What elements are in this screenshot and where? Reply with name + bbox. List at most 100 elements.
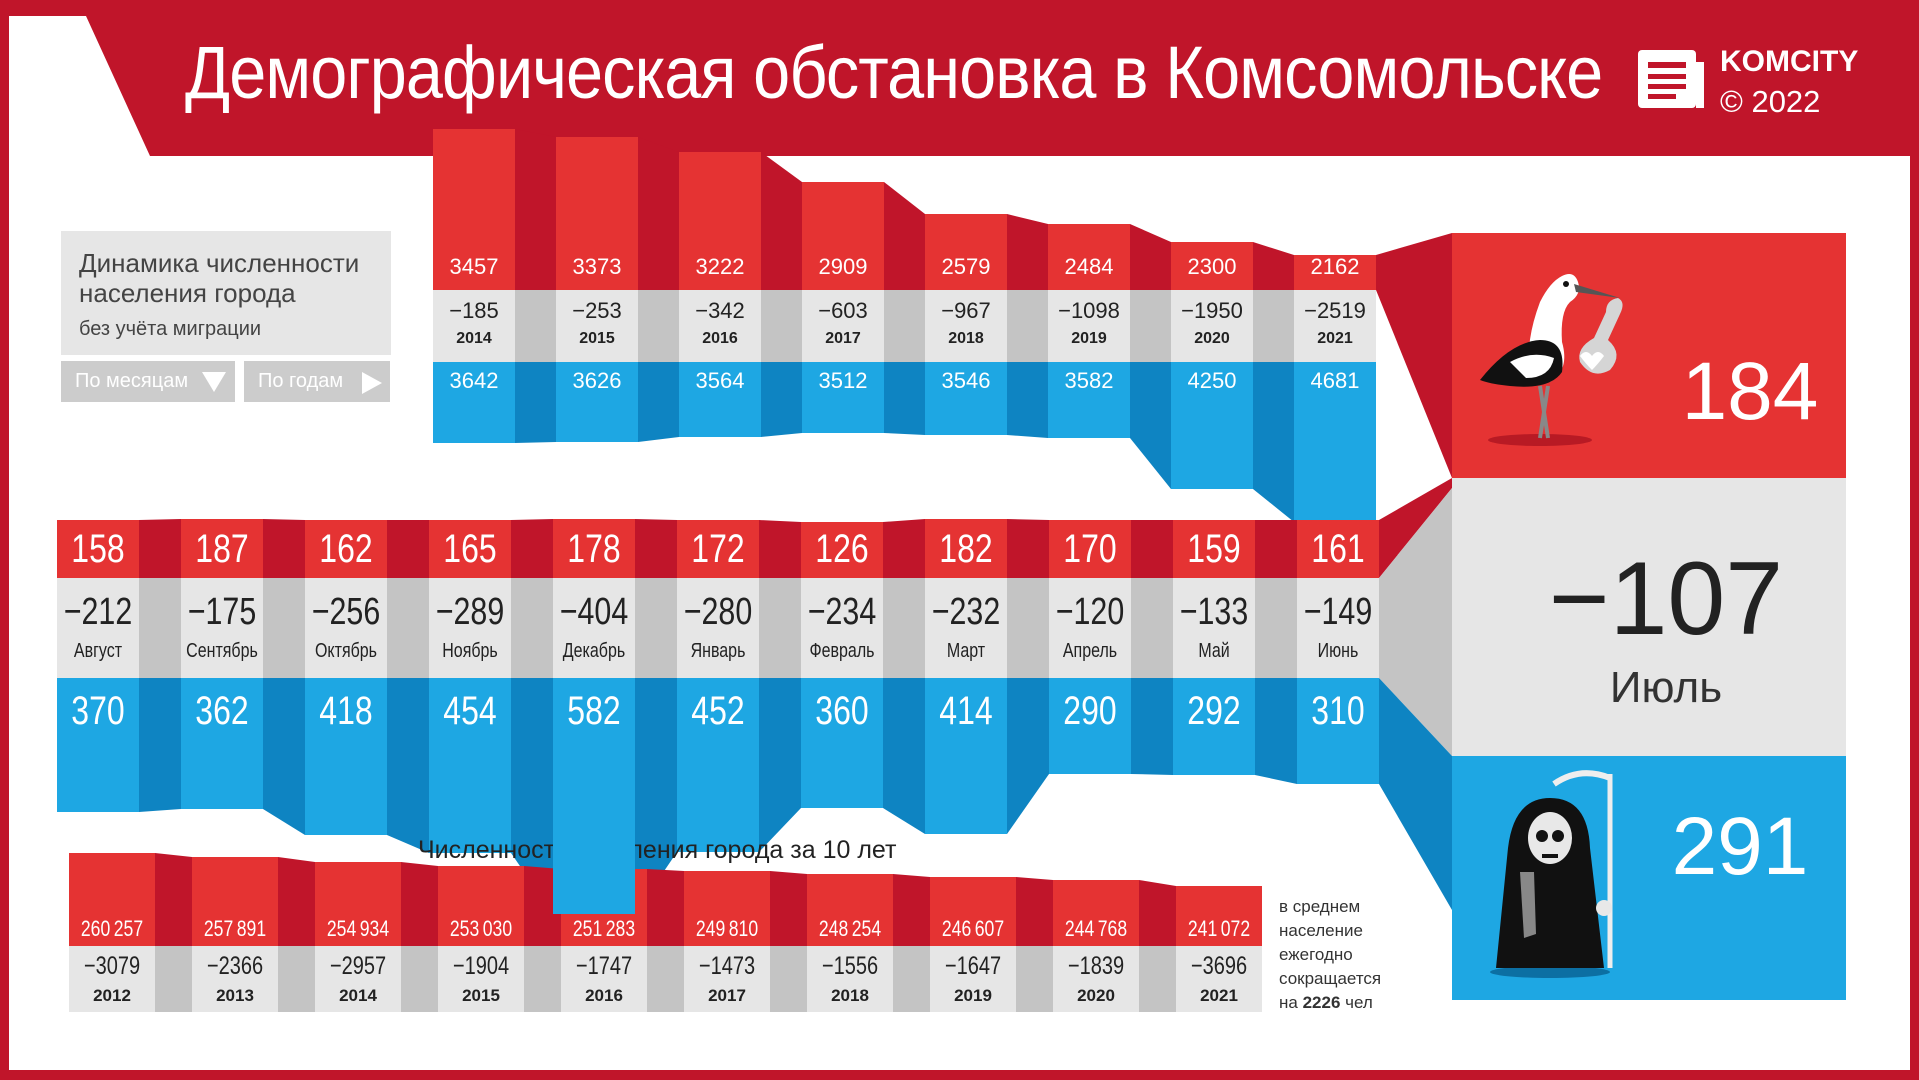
decline-note: в среднем население ежегодно сокращается… xyxy=(1279,895,1381,1015)
monthly-blue-connector xyxy=(1255,678,1297,784)
decade-population-label: 257 891 xyxy=(203,916,267,941)
yearly-deaths-label: 3582 xyxy=(1064,368,1114,393)
monthly-blue-connector xyxy=(883,678,925,834)
decade-red-connector xyxy=(893,874,930,946)
note-post: чел xyxy=(1345,993,1373,1012)
yearly-balance-label: −253 xyxy=(572,298,622,323)
frame-left xyxy=(0,0,9,1080)
info-line-1: Динамика численности xyxy=(79,248,360,278)
monthly-gray-connector xyxy=(1255,578,1297,678)
monthly-to-side-red xyxy=(1379,478,1452,578)
monthly-deaths-label: 292 xyxy=(1187,689,1241,733)
monthly-balance-label: −120 xyxy=(1055,591,1125,633)
decade-gray-connector xyxy=(647,946,684,1012)
yearly-balance-label: −603 xyxy=(818,298,868,323)
note-line-2: население xyxy=(1279,921,1363,940)
yearly-blue-connector xyxy=(638,362,679,442)
decade-change-cell xyxy=(1053,946,1139,1012)
monthly-month-label: Март xyxy=(946,640,986,662)
monthly-to-side-blue xyxy=(1379,678,1452,910)
decade-gray-connector xyxy=(770,946,807,1012)
monthly-births-label: 158 xyxy=(71,527,125,571)
yearly-year-label: 2019 xyxy=(1071,330,1107,347)
decade-gray-connector xyxy=(893,946,930,1012)
monthly-red-connector xyxy=(511,519,553,578)
yearly-births-bar xyxy=(1171,242,1253,290)
yearly-red-connector xyxy=(761,152,802,290)
monthly-deaths-bar xyxy=(1297,678,1379,784)
yearly-blue-connector xyxy=(515,362,556,443)
decade-population-label: 248 254 xyxy=(818,916,882,941)
note-line-5: на 2226 чел xyxy=(1279,991,1381,1015)
decade-gray-connector xyxy=(278,946,315,1012)
monthly-gray-connector xyxy=(759,578,801,678)
monthly-deaths-label: 452 xyxy=(691,689,745,733)
yearly-deaths-bar xyxy=(679,362,761,437)
yearly-deaths-label: 3564 xyxy=(695,368,745,393)
decade-red-connector xyxy=(1139,880,1176,946)
monthly-balance-cell xyxy=(57,578,139,678)
yearly-births-bar xyxy=(433,129,515,290)
monthly-births-label: 165 xyxy=(443,527,497,571)
decade-change-label: −2957 xyxy=(329,952,387,980)
monthly-deaths-label: 310 xyxy=(1311,689,1365,733)
monthly-deaths-label: 414 xyxy=(939,689,993,733)
header-banner xyxy=(0,0,1919,156)
monthly-births-label: 182 xyxy=(939,527,993,571)
yearly-balance-cell xyxy=(556,290,638,362)
decade-red-connector xyxy=(155,853,192,946)
decade-gray-connector xyxy=(524,946,561,1012)
monthly-deaths-label: 454 xyxy=(443,689,497,733)
by-months-button[interactable]: По месяцам xyxy=(61,361,235,402)
yearly-red-connector xyxy=(638,137,679,290)
monthly-gray-connector xyxy=(1007,578,1049,678)
side-balance-panel xyxy=(1452,478,1846,756)
monthly-balance-cell xyxy=(429,578,511,678)
monthly-gray-connector xyxy=(387,578,429,678)
monthly-gray-connector xyxy=(139,578,181,678)
monthly-month-label: Май xyxy=(1198,640,1230,662)
monthly-red-connector xyxy=(883,519,925,578)
monthly-births-bar xyxy=(181,519,263,578)
monthly-blue-connector xyxy=(1131,678,1173,775)
yearly-births-bar xyxy=(802,182,884,290)
decade-population-label: 253 030 xyxy=(449,916,513,941)
by-years-button[interactable]: По годам xyxy=(244,361,390,402)
yearly-year-label: 2021 xyxy=(1317,330,1353,347)
decade-change-label: −1556 xyxy=(821,952,879,980)
monthly-balance-cell xyxy=(553,578,635,678)
decade-change-label: −1839 xyxy=(1067,952,1125,980)
monthly-deaths-label: 360 xyxy=(815,689,869,733)
monthly-births-bar xyxy=(1173,520,1255,578)
monthly-deaths-bar xyxy=(57,678,139,812)
yearly-deaths-label: 3642 xyxy=(449,368,499,393)
monthly-births-bar xyxy=(429,520,511,578)
logo-copyright: © 2022 xyxy=(1720,84,1821,119)
monthly-blue-connector xyxy=(1007,678,1049,834)
yearly-births-label: 2484 xyxy=(1064,254,1114,279)
decade-change-cell xyxy=(315,946,401,1012)
current-month: Июль xyxy=(1609,663,1723,712)
yearly-red-connector xyxy=(1007,214,1048,290)
monthly-blue-connector xyxy=(635,678,677,914)
monthly-gray-connector xyxy=(635,578,677,678)
yearly-deaths-label: 4250 xyxy=(1187,368,1237,393)
monthly-births-label: 161 xyxy=(1311,527,1365,571)
monthly-births-label: 159 xyxy=(1187,527,1241,571)
decade-change-cell xyxy=(1176,946,1262,1012)
monthly-births-label: 187 xyxy=(195,527,249,571)
yearly-year-label: 2015 xyxy=(579,330,615,347)
yearly-deaths-bar xyxy=(802,362,884,433)
grim-reaper-icon xyxy=(1490,770,1613,978)
yearly-births-bar xyxy=(925,214,1007,290)
yearly-gray-connector xyxy=(761,290,802,362)
monthly-blue-connector xyxy=(387,678,429,853)
yearly-births-label: 2909 xyxy=(818,254,868,279)
yearly-deaths-bar xyxy=(925,362,1007,435)
monthly-month-label: Сентябрь xyxy=(186,640,258,662)
monthly-deaths-label: 370 xyxy=(71,689,125,733)
monthly-births-bar xyxy=(677,520,759,578)
monthly-balance-label: −175 xyxy=(187,591,257,633)
